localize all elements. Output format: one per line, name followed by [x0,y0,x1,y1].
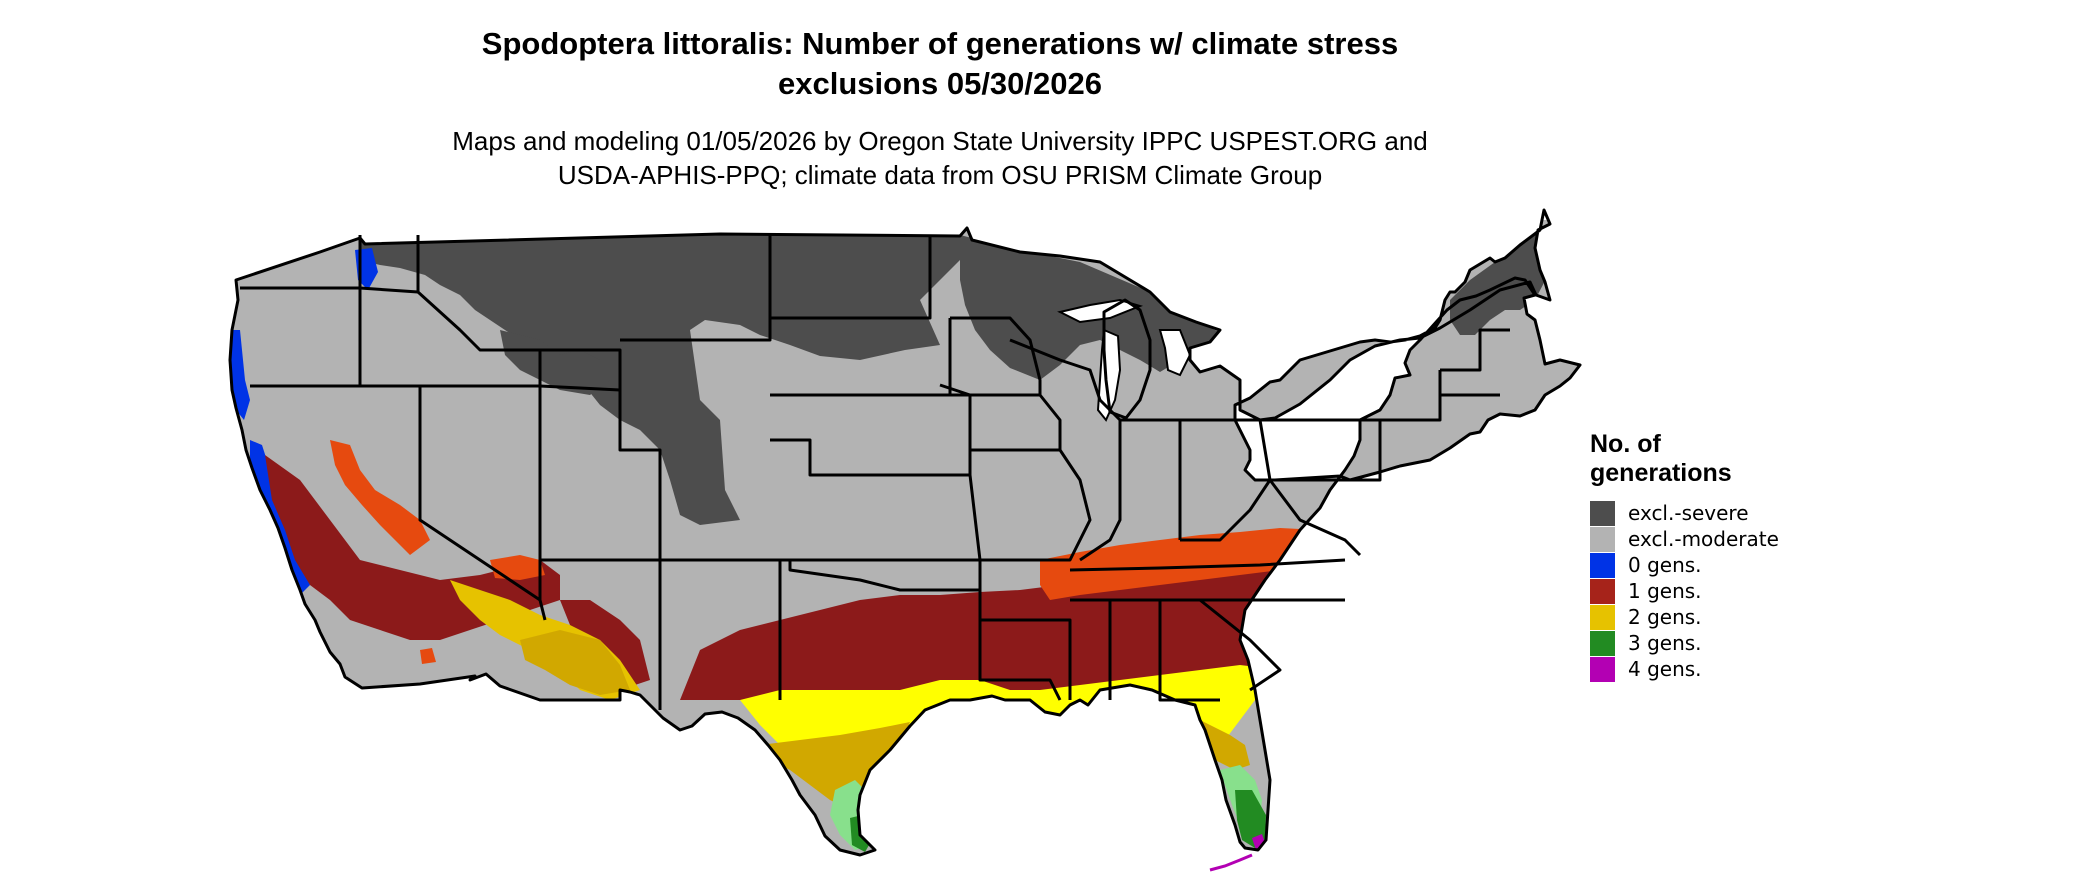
legend: No. of generations excl.-severe excl.-mod… [1590,430,1790,682]
border-oh [1180,418,1272,542]
map-title-line-1: Spodoptera littoralis: Number of generat… [481,26,1399,61]
legend-swatch [1590,552,1615,578]
legend-label: excl.-severe [1628,501,1749,525]
map-subtitle-line-1: Maps and modeling 01/05/2026 by Oregon S… [452,126,1428,156]
border-al-ga [1158,600,1220,702]
legend-item: 0 gens. [1590,552,1790,578]
legend-swatch [1590,578,1615,604]
region-0-gens-pnw-coast [230,330,250,420]
border-id-mt [416,235,542,386]
border-ia-mo [970,394,1062,452]
legend-swatch [1590,604,1615,630]
legend-swatch [1590,630,1615,656]
legend-item: 4 gens. [1590,656,1790,682]
legend-swatch [1590,526,1615,552]
border-il [1009,338,1122,562]
legend-label: 0 gens. [1628,553,1702,577]
border-wv-va [1268,479,1362,557]
legend-items: excl.-severe excl.-moderate 0 gens. 1 gens.… [1590,500,1790,682]
region-1-gens-central-valley [330,440,430,555]
map-title-line-2: exclusions 05/30/2026 [777,66,1102,101]
region-adirondacks [1370,345,1405,376]
region-northern-plains-rockies [360,235,960,525]
border-ny [1380,370,1442,422]
state-borders [228,208,1582,857]
region-2-gens-sonoran [520,630,630,695]
border-or-ca-nv-id-ut [250,384,621,392]
legend-label: 3 gens. [1628,631,1702,655]
legend-item: 2 gens. [1590,604,1790,630]
map-title: Spodoptera littoralis: Number of generat… [0,24,1880,104]
legend-swatch [1590,500,1615,526]
border-ga-sc [1199,598,1282,692]
lake-superior [1057,298,1144,324]
legend-label: 4 gens. [1628,657,1702,681]
lake-huron [1158,329,1192,377]
region-3-gens-florida-dark [1235,790,1266,848]
legend-title-line-1: No. of [1590,430,1661,458]
legend-item: 1 gens. [1590,578,1790,604]
region-3-gens-group [830,765,1266,852]
border-nd-sd [770,235,932,320]
border-new-england [1440,328,1510,372]
legend-title: No. of generations [1590,430,1790,488]
border-nv-ca [418,386,547,621]
border-ar-la-ms [980,618,1072,700]
legend-item: excl.-severe [1590,500,1790,526]
legend-item: 3 gens. [1590,630,1790,656]
legend-label: 1 gens. [1628,579,1702,603]
border-mn-ia [950,316,1042,397]
map-subtitle-line-2: USDA-APHIS-PPQ; climate data from OSU PR… [557,160,1323,190]
border-pa [1260,418,1382,482]
border-ok-tx [780,474,982,592]
border-ne-ks [770,383,972,477]
florida-keys [1209,853,1253,872]
legend-label: excl.-moderate [1628,527,1779,551]
legend-item: excl.-moderate [1590,526,1790,552]
region-2-gens-south-texas [760,722,910,810]
region-1-gens-sierra-edge [490,555,545,580]
legend-swatch [1590,656,1615,682]
region-0-gens-chesapeake [1368,490,1382,515]
border-mo-ar [980,449,1092,562]
patch-baja-red [420,648,436,664]
region-2-gens-louisiana [970,712,1060,740]
legend-title-line-2: generations [1590,459,1732,487]
region-idaho-mountains [500,330,610,395]
region-1-gens-upper-south [1040,528,1355,600]
border-tn-kentucky [1069,558,1346,572]
map-subtitle: Maps and modeling 01/05/2026 by Oregon S… [0,124,1880,192]
border-tx-la [978,590,1062,701]
region-small-patches [420,648,436,664]
legend-label: 2 gens. [1628,605,1702,629]
border-wy-sd-nd [620,235,772,342]
